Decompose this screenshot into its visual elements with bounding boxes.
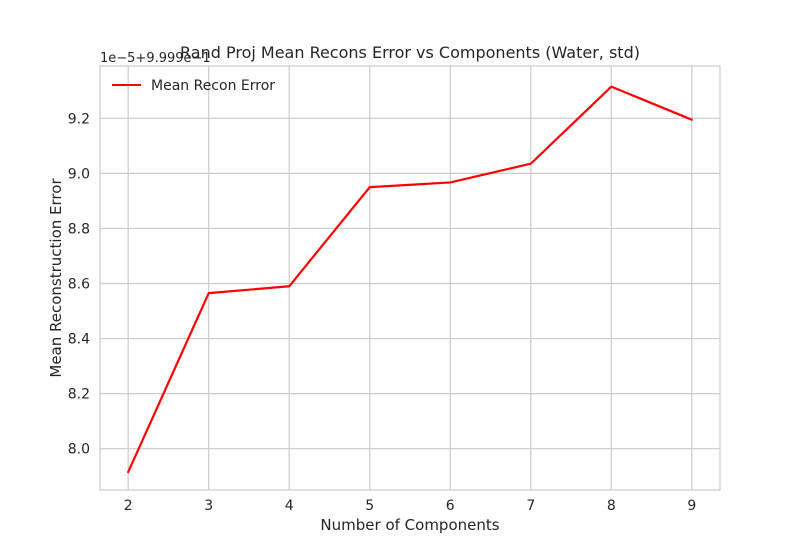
y-tick-label: 9.0: [68, 166, 90, 182]
x-tick-label: 2: [124, 498, 133, 514]
legend-label: Mean Recon Error: [151, 78, 275, 94]
grid: [100, 66, 720, 490]
y-offset-label: 1e−5+9.999e−1: [100, 51, 211, 66]
y-axis-label: Mean Reconstruction Error: [47, 178, 65, 378]
x-tick-label: 3: [204, 498, 213, 514]
x-tick-label: 7: [526, 498, 535, 514]
x-tick-label: 5: [365, 498, 374, 514]
x-tick-label: 6: [446, 498, 455, 514]
y-tick-label: 9.2: [68, 111, 90, 127]
series-layer: [127, 85, 693, 474]
legend: Mean Recon Error: [112, 78, 275, 94]
plot-frame: [99, 65, 721, 491]
y-tick-label: 8.0: [68, 442, 90, 458]
x-tick-label: 4: [285, 498, 294, 514]
x-tick-labels: 2 3 4 5 6 7 8 9: [124, 498, 697, 514]
x-axis-label: Number of Components: [320, 516, 499, 534]
x-tick-label: 8: [607, 498, 616, 514]
x-tick-label: 9: [687, 498, 696, 514]
y-tick-label: 8.8: [68, 221, 90, 237]
series-line-mean-recon-error: [127, 85, 693, 474]
y-tick-label: 8.4: [68, 332, 90, 348]
chart-title: Rand Proj Mean Recons Error vs Component…: [180, 43, 640, 62]
y-tick-label: 8.2: [68, 387, 90, 403]
y-tick-label: 8.6: [68, 277, 90, 293]
y-tick-labels: 8.0 8.2 8.4 8.6 8.8 9.0 9.2: [68, 111, 90, 457]
